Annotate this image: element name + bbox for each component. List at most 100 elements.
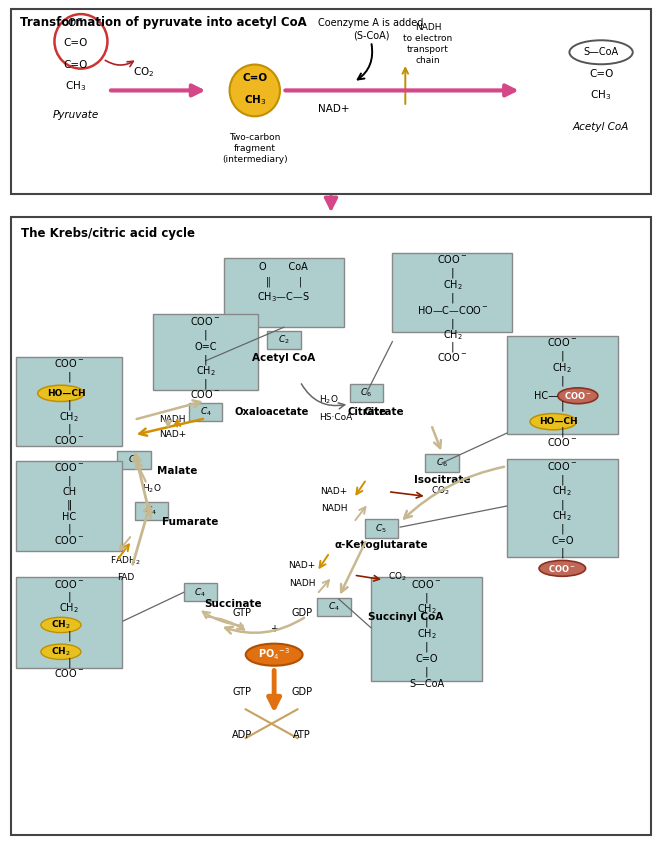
Text: O$^-$: O$^-$: [68, 16, 84, 28]
FancyBboxPatch shape: [16, 577, 122, 667]
FancyBboxPatch shape: [393, 253, 512, 332]
Text: HO—CH: HO—CH: [539, 417, 578, 427]
Text: C$_2$: C$_2$: [278, 334, 290, 347]
Text: O=C: O=C: [195, 342, 217, 352]
FancyBboxPatch shape: [16, 357, 122, 446]
Text: Coenzyme A is added
(S-CoA): Coenzyme A is added (S-CoA): [318, 18, 424, 41]
FancyBboxPatch shape: [11, 217, 651, 835]
Text: Acetyl CoA: Acetyl CoA: [252, 353, 316, 363]
Text: CH$_2$: CH$_2$: [196, 365, 216, 378]
Text: Acetyl CoA: Acetyl CoA: [573, 122, 630, 132]
Text: C$_5$: C$_5$: [375, 522, 387, 535]
Text: |: |: [68, 475, 71, 486]
Text: |: |: [451, 318, 454, 329]
Text: |: |: [68, 524, 71, 534]
Ellipse shape: [230, 64, 280, 116]
Text: ATP: ATP: [293, 730, 310, 740]
FancyBboxPatch shape: [350, 384, 383, 402]
FancyBboxPatch shape: [183, 583, 217, 601]
Text: |: |: [204, 329, 207, 340]
Text: ‖         |: ‖ |: [265, 276, 302, 287]
Text: NAD+: NAD+: [159, 431, 186, 439]
Text: FAD: FAD: [117, 573, 134, 582]
Text: GTP: GTP: [232, 687, 252, 697]
Text: |: |: [68, 631, 71, 641]
Text: COO$^-$: COO$^-$: [191, 315, 221, 326]
Text: HS·CoA: HS·CoA: [319, 413, 353, 421]
Text: HC: HC: [62, 512, 76, 522]
Text: GDP: GDP: [291, 687, 312, 697]
Text: |: |: [561, 376, 564, 386]
Text: CH$_2$: CH$_2$: [443, 278, 462, 293]
Text: |: |: [561, 499, 564, 510]
Text: |: |: [451, 342, 454, 352]
Text: Isocitrate: Isocitrate: [414, 475, 471, 485]
Text: S—CoA: S—CoA: [409, 678, 444, 689]
Ellipse shape: [41, 644, 81, 660]
Text: C=O: C=O: [415, 655, 438, 664]
FancyBboxPatch shape: [506, 336, 618, 434]
FancyBboxPatch shape: [267, 331, 301, 349]
FancyBboxPatch shape: [224, 258, 344, 327]
Text: S—CoA: S—CoA: [583, 47, 618, 58]
Text: Fumarate: Fumarate: [162, 517, 218, 527]
Text: CH$_3$—C—S: CH$_3$—C—S: [258, 290, 310, 304]
Text: CH$_2$: CH$_2$: [416, 602, 436, 616]
Text: Citrate: Citrate: [347, 407, 386, 417]
Text: O       CoA: O CoA: [260, 262, 308, 271]
Text: |: |: [561, 524, 564, 534]
Text: Citrate: Citrate: [363, 407, 404, 417]
Text: C$_4$: C$_4$: [146, 505, 158, 517]
Text: CH$_2$: CH$_2$: [60, 410, 79, 423]
Text: Two-carbon
fragment
(intermediary): Two-carbon fragment (intermediary): [222, 133, 287, 165]
Text: C$_4$: C$_4$: [128, 454, 140, 466]
Text: C$_4$: C$_4$: [195, 586, 207, 599]
Text: NADH: NADH: [321, 504, 348, 513]
Text: HO—C—COO$^-$: HO—C—COO$^-$: [416, 304, 489, 316]
FancyBboxPatch shape: [189, 403, 222, 421]
FancyBboxPatch shape: [365, 520, 399, 538]
Text: CO$_2$: CO$_2$: [388, 571, 406, 583]
Text: HO—CH: HO—CH: [47, 389, 85, 398]
Text: |: |: [561, 474, 564, 484]
Text: NAD+: NAD+: [320, 487, 348, 495]
Text: |: |: [68, 371, 71, 382]
Text: |: |: [68, 657, 71, 667]
Text: GDP: GDP: [291, 608, 312, 618]
Text: CH$_2$: CH$_2$: [552, 510, 572, 523]
Text: NAD+: NAD+: [288, 561, 316, 571]
Text: COO$^-$: COO$^-$: [54, 534, 85, 546]
FancyBboxPatch shape: [134, 502, 168, 520]
Text: |: |: [68, 424, 71, 434]
Text: |: |: [425, 592, 428, 603]
Text: COO$^-$: COO$^-$: [54, 667, 85, 679]
Text: |: |: [451, 268, 454, 278]
FancyBboxPatch shape: [11, 8, 651, 194]
Text: CH$_2$: CH$_2$: [51, 645, 71, 658]
FancyBboxPatch shape: [16, 461, 122, 551]
Text: GTP: GTP: [232, 608, 252, 618]
Text: C$_6$: C$_6$: [361, 387, 373, 399]
Text: α-Ketoglutarate: α-Ketoglutarate: [334, 540, 428, 550]
Text: C$_4$: C$_4$: [200, 406, 212, 418]
Text: |: |: [561, 350, 564, 361]
Text: CH$_2$: CH$_2$: [552, 361, 572, 375]
Text: C=O: C=O: [64, 38, 88, 48]
Text: COO$^-$: COO$^-$: [564, 390, 592, 401]
Text: NADH: NADH: [160, 415, 186, 424]
Text: Oxaloacetate: Oxaloacetate: [234, 407, 308, 417]
Text: FADH$_2$: FADH$_2$: [111, 555, 141, 567]
Text: |: |: [451, 293, 454, 304]
Text: |: |: [204, 354, 207, 365]
FancyBboxPatch shape: [318, 598, 351, 616]
FancyBboxPatch shape: [154, 314, 258, 389]
Text: CO$_2$: CO$_2$: [431, 484, 450, 497]
Text: |: |: [561, 548, 564, 559]
Text: C$_4$: C$_4$: [328, 600, 340, 613]
Ellipse shape: [246, 644, 303, 666]
Text: CH$_3$: CH$_3$: [591, 88, 612, 102]
Text: C=O: C=O: [64, 60, 88, 70]
Text: CH$_3$: CH$_3$: [244, 92, 266, 107]
Text: ADP: ADP: [232, 730, 252, 740]
Text: CH$_2$: CH$_2$: [552, 484, 572, 499]
